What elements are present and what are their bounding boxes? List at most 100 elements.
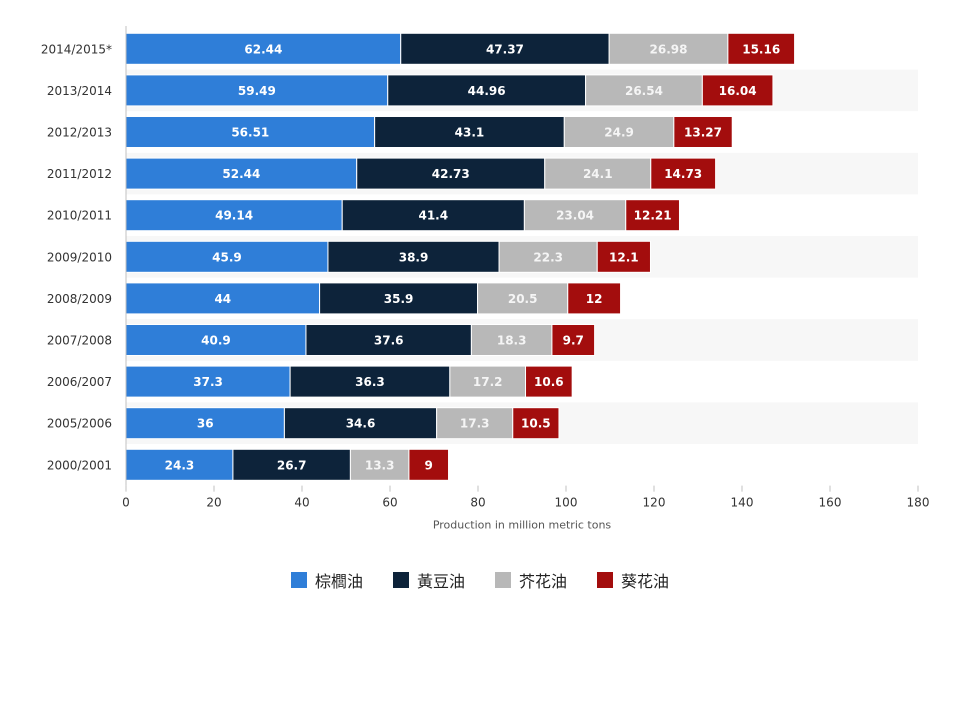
- bar-segment[interactable]: [125, 199, 343, 232]
- data-label: 20.5: [508, 292, 538, 306]
- legend: 棕櫚油 黃豆油 芥花油 葵花油: [0, 568, 960, 592]
- legend-item-soybean-oil[interactable]: 黃豆油: [392, 568, 465, 592]
- bar-segment[interactable]: [498, 240, 598, 273]
- data-label: 9.7: [563, 334, 584, 348]
- bar-segment[interactable]: [283, 407, 438, 440]
- data-label: 24.9: [604, 126, 634, 140]
- data-label: 37.6: [374, 334, 404, 348]
- bar-segment[interactable]: [673, 116, 733, 148]
- bar-segment[interactable]: [436, 407, 514, 440]
- legend-label: 葵花油: [621, 572, 670, 591]
- stacked-bar-chart: 62.44 47.37 26.98 15.16 59.49 44.96 26.54 16.04…: [41, 26, 929, 532]
- data-label: 24.1: [583, 167, 613, 181]
- data-label: 22.3: [533, 250, 563, 264]
- category-label: 2012/2013: [47, 126, 112, 140]
- data-label: 17.3: [460, 417, 490, 431]
- bar-segment[interactable]: [349, 448, 410, 481]
- data-label: 47.37: [486, 42, 524, 56]
- category-label: 2014/2015*: [41, 42, 112, 56]
- legend-item-rapeseed-oil[interactable]: 芥花油: [495, 568, 567, 592]
- data-label: 26.7: [277, 458, 307, 472]
- data-label: 44.96: [468, 84, 506, 98]
- bar-segment[interactable]: [585, 74, 703, 107]
- data-label: 14.73: [664, 167, 702, 181]
- data-label: 26.98: [650, 42, 688, 56]
- x-axis: 0 20 40 60 80 100 120 140 160 180: [122, 26, 929, 510]
- data-label: 18.3: [497, 334, 527, 348]
- legend-label: 黃豆油: [416, 572, 465, 591]
- bar-segment[interactable]: [449, 365, 527, 398]
- data-label: 49.14: [215, 209, 253, 223]
- bar-segment[interactable]: [125, 74, 389, 107]
- legend-swatch: [392, 572, 409, 588]
- data-label: 59.49: [238, 84, 276, 98]
- bar-segment[interactable]: [596, 240, 651, 273]
- category-label: 2000/2001: [47, 458, 112, 472]
- data-label: 52.44: [222, 167, 260, 181]
- data-label: 24.3: [165, 458, 195, 472]
- legend-label: 棕櫚油: [314, 572, 363, 591]
- data-label: 17.2: [473, 375, 503, 389]
- data-label: 12.21: [634, 209, 672, 223]
- bar-segment[interactable]: [408, 448, 450, 481]
- x-tick-label: 40: [294, 496, 309, 510]
- data-label: 23.04: [556, 209, 594, 223]
- category-label: 2013/2014: [47, 84, 112, 98]
- bar-segment[interactable]: [525, 365, 573, 398]
- x-tick-label: 120: [643, 496, 666, 510]
- bar-segment[interactable]: [470, 324, 553, 356]
- x-tick-label: 160: [819, 496, 842, 510]
- bar-segment[interactable]: [650, 157, 717, 190]
- category-label: 2006/2007: [47, 375, 112, 389]
- bar-segment[interactable]: [327, 240, 500, 273]
- data-label: 41.4: [418, 209, 448, 223]
- bar-segment[interactable]: [341, 199, 525, 232]
- bar-segment[interactable]: [625, 199, 680, 232]
- bar-segment[interactable]: [512, 407, 560, 440]
- legend-swatch: [290, 572, 307, 588]
- category-label: 2009/2010: [47, 250, 112, 264]
- bar-segment[interactable]: [289, 365, 451, 398]
- legend-item-sunflower-oil[interactable]: 葵花油: [597, 568, 669, 592]
- bar-segment[interactable]: [387, 74, 587, 107]
- data-label: 40.9: [201, 334, 231, 348]
- category-label: 2005/2006: [47, 417, 112, 431]
- bar-segment[interactable]: [701, 74, 774, 107]
- bar-segment[interactable]: [305, 324, 472, 356]
- bar-segment[interactable]: [319, 282, 479, 315]
- data-label: 16.04: [719, 84, 757, 98]
- bar-segment[interactable]: [551, 324, 596, 356]
- category-labels: 2014/2015* 2013/2014 2012/2013 2011/2012 201…: [41, 42, 112, 472]
- bar-segment[interactable]: [125, 448, 234, 481]
- bar-segment[interactable]: [125, 365, 291, 398]
- bar-segment[interactable]: [125, 282, 321, 315]
- bar-segment[interactable]: [125, 157, 358, 190]
- bar-segment[interactable]: [567, 282, 622, 315]
- data-label: 34.6: [346, 417, 376, 431]
- legend-swatch: [495, 572, 511, 588]
- bar-segment[interactable]: [477, 282, 569, 315]
- data-label: 10.5: [521, 417, 551, 431]
- category-label: 2011/2012: [47, 167, 112, 181]
- bar-segment[interactable]: [544, 157, 652, 190]
- data-label: 9: [425, 458, 433, 472]
- bar-segment[interactable]: [523, 199, 627, 232]
- legend-item-palm-oil[interactable]: 棕櫚油: [290, 568, 363, 592]
- bar-segment[interactable]: [356, 157, 546, 190]
- data-label: 36: [197, 417, 214, 431]
- data-label: 37.3: [193, 375, 223, 389]
- x-tick-label: 140: [731, 496, 754, 510]
- x-tick-label: 20: [206, 496, 221, 510]
- category-label: 2010/2011: [47, 209, 112, 223]
- legend-swatch: [597, 572, 614, 588]
- category-label: 2008/2009: [47, 292, 112, 306]
- data-label: 13.27: [684, 126, 722, 140]
- data-label: 38.9: [399, 250, 429, 264]
- bar-segment[interactable]: [727, 32, 796, 65]
- bar-segment[interactable]: [125, 116, 376, 148]
- data-label: 13.3: [365, 458, 395, 472]
- data-label: 35.9: [384, 292, 414, 306]
- x-tick-label: 60: [382, 496, 397, 510]
- bar-segment[interactable]: [563, 116, 675, 148]
- x-tick-label: 80: [470, 496, 485, 510]
